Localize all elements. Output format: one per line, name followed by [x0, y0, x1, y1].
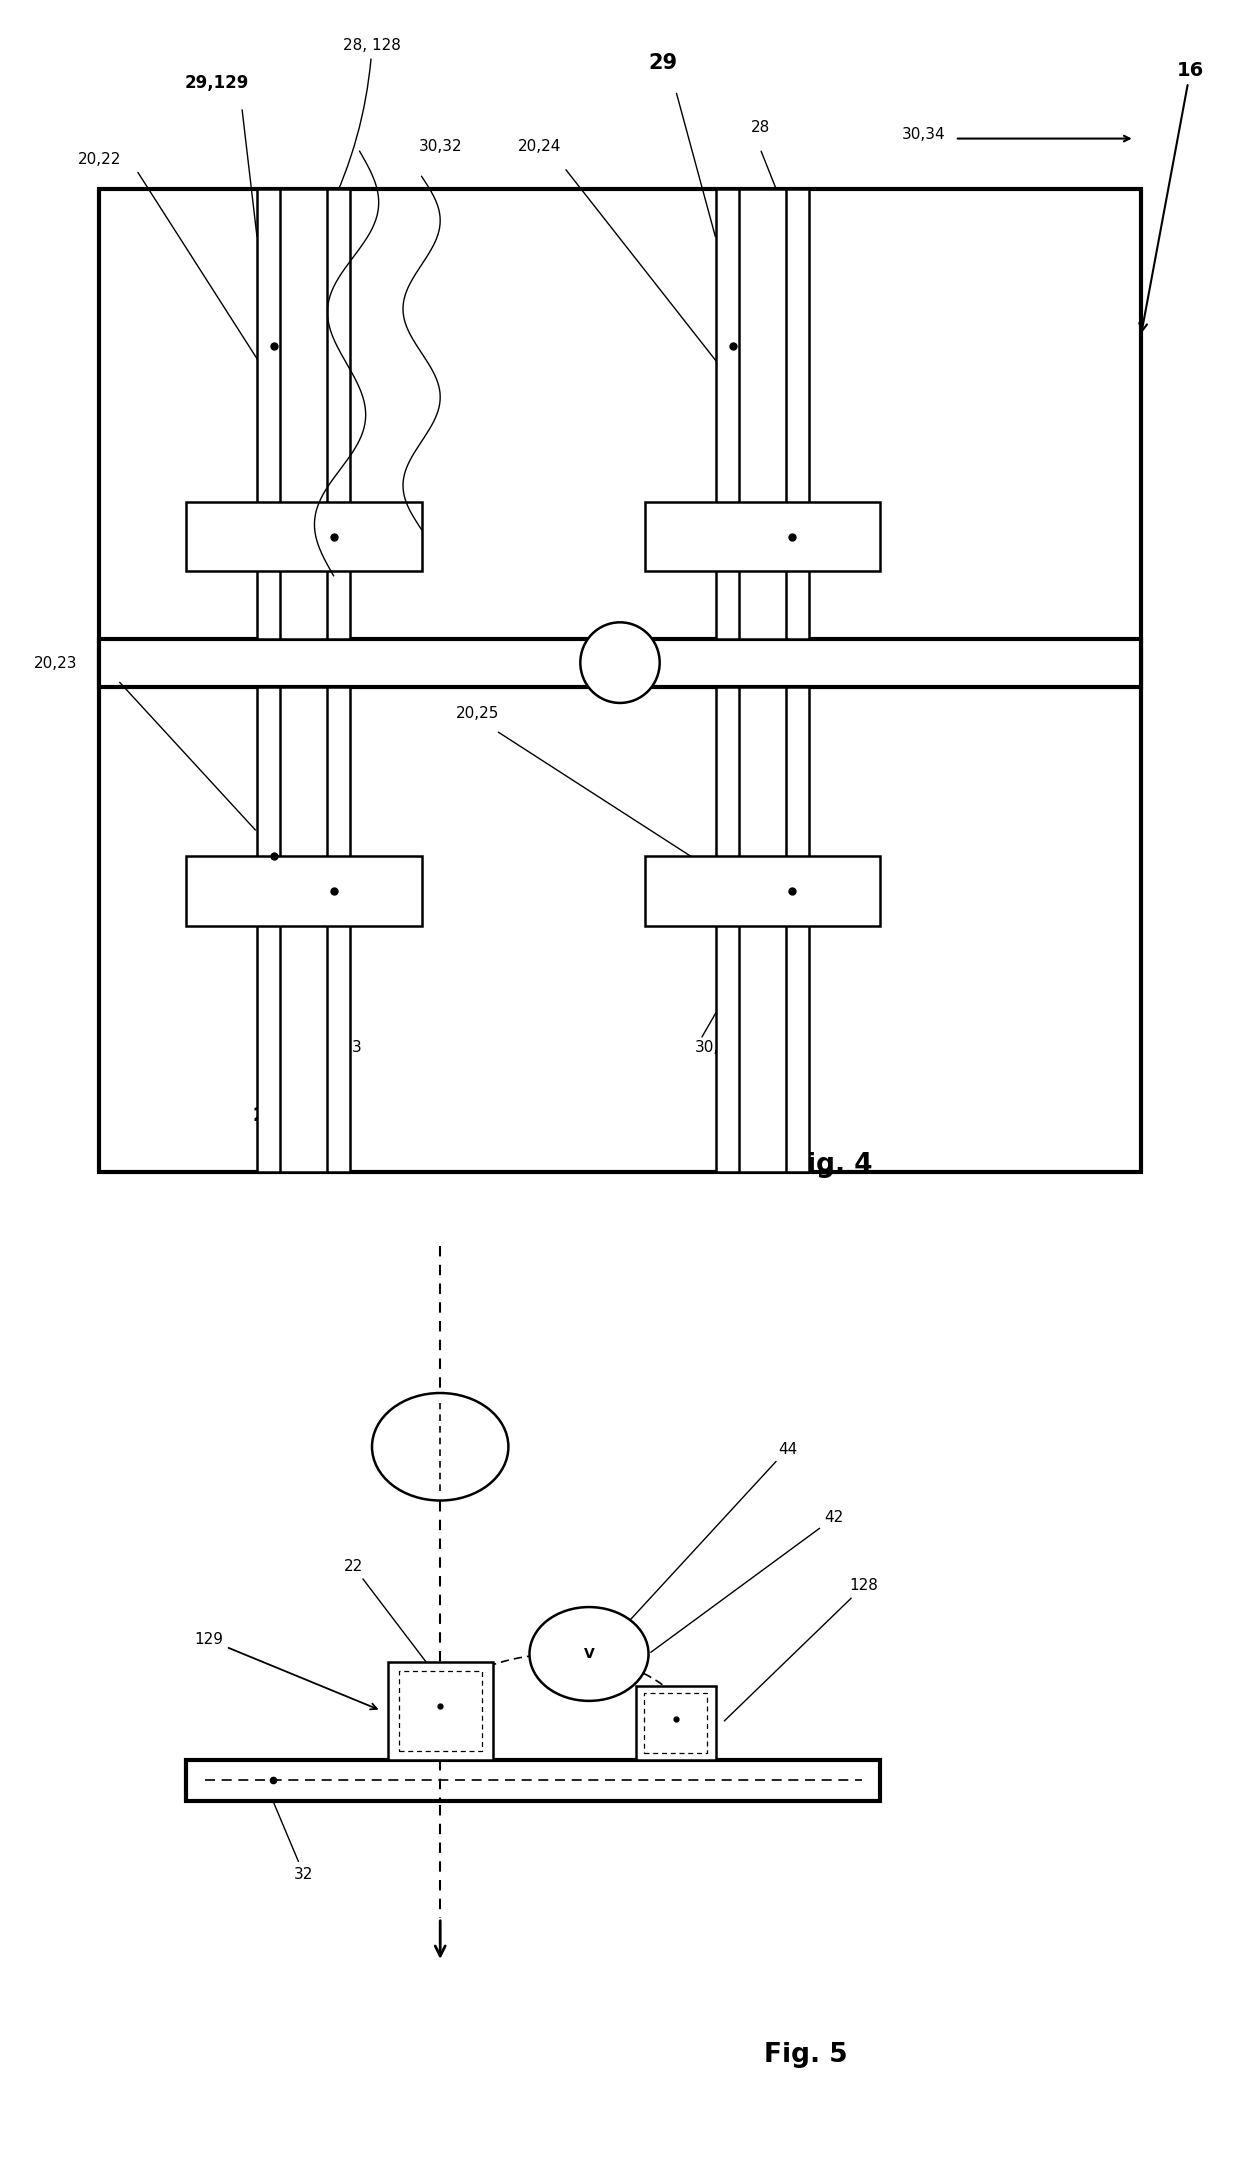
Bar	[739, 189, 786, 639]
Text: Fig. 4: Fig. 4	[789, 1153, 873, 1177]
Bar	[717, 189, 808, 639]
Bar	[645, 856, 880, 925]
Text: 30,32: 30,32	[418, 139, 463, 154]
Text: 22: 22	[343, 1559, 428, 1664]
Bar	[186, 502, 422, 571]
Text: 20,25: 20,25	[456, 706, 498, 721]
Bar	[186, 856, 422, 925]
Bar	[186, 1759, 880, 1801]
Text: 30,35: 30,35	[694, 1040, 739, 1056]
Circle shape	[372, 1392, 508, 1501]
Bar	[739, 686, 786, 1171]
Bar	[280, 189, 327, 639]
Text: 30,33: 30,33	[319, 1040, 363, 1056]
Text: 32: 32	[274, 1803, 314, 1881]
Text: 29,129: 29,129	[185, 74, 249, 91]
Bar	[387, 1662, 494, 1759]
Text: 44: 44	[626, 1442, 797, 1625]
Bar	[717, 686, 808, 1171]
Text: V: V	[584, 1646, 594, 1662]
Bar	[258, 189, 351, 639]
Text: 29: 29	[649, 54, 678, 74]
Text: 20,23: 20,23	[33, 656, 78, 671]
Bar	[280, 686, 327, 1171]
Text: 30,34: 30,34	[901, 126, 946, 141]
Text: 28, 128: 28, 128	[329, 39, 401, 211]
Text: 16: 16	[1140, 61, 1204, 332]
Circle shape	[580, 623, 660, 704]
Bar	[99, 189, 1141, 1171]
Text: 28: 28	[750, 119, 770, 135]
Bar	[636, 1685, 717, 1759]
Text: 229: 229	[253, 1106, 293, 1125]
Circle shape	[529, 1607, 649, 1701]
Text: 20,24: 20,24	[518, 139, 560, 154]
Bar	[258, 686, 351, 1171]
Text: 228: 228	[301, 1064, 331, 1079]
Text: 129: 129	[195, 1631, 377, 1709]
Text: 20,22: 20,22	[78, 152, 120, 167]
Text: 128: 128	[724, 1579, 878, 1720]
Bar	[99, 639, 1141, 686]
Text: Fig. 5: Fig. 5	[764, 2042, 848, 2068]
Bar	[645, 502, 880, 571]
Text: 42: 42	[651, 1510, 844, 1653]
